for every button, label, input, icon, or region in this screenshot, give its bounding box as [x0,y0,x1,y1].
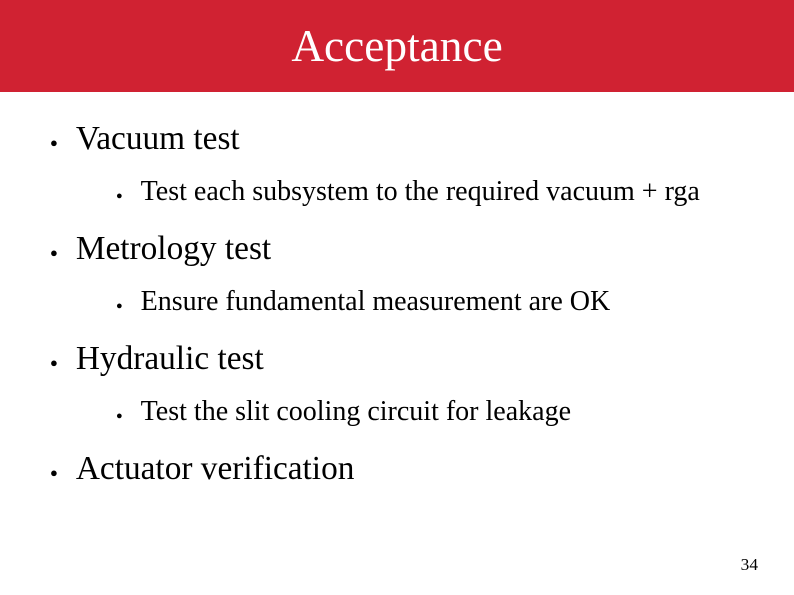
bullet-icon: ● [50,246,58,259]
bullet-icon: ● [50,136,58,149]
sub-bullet-list: ● Test the slit cooling circuit for leak… [116,396,744,428]
list-item: ● Actuator verification [50,450,744,488]
bullet-list: ● Vacuum test ● Test each subsystem to t… [50,120,744,488]
sub-bullet-list: ● Test each subsystem to the required va… [116,176,744,208]
list-item: ● Hydraulic test ● Test the slit cooling… [50,340,744,428]
list-item-text: Test each subsystem to the required vacu… [141,176,700,208]
list-item-text: Hydraulic test [76,340,264,378]
list-item-text: Vacuum test [76,120,240,158]
slide-title: Acceptance [291,20,502,72]
bullet-icon: ● [116,301,123,312]
title-bar: Acceptance [0,0,794,92]
list-item-text: Metrology test [76,230,271,268]
list-item: ● Metrology test ● Ensure fundamental me… [50,230,744,318]
list-item-text: Test the slit cooling circuit for leakag… [141,396,571,428]
bullet-icon: ● [116,191,123,202]
list-item-text: Ensure fundamental measurement are OK [141,286,611,318]
bullet-icon: ● [116,411,123,422]
page-number: 34 [741,555,758,575]
slide: { "colors": { "title_bar_bg": "#d02232",… [0,0,794,595]
bullet-icon: ● [50,466,58,479]
list-item: ● Ensure fundamental measurement are OK [116,286,744,318]
list-item: ● Test the slit cooling circuit for leak… [116,396,744,428]
sub-bullet-list: ● Ensure fundamental measurement are OK [116,286,744,318]
list-item: ● Vacuum test ● Test each subsystem to t… [50,120,744,208]
bullet-icon: ● [50,356,58,369]
list-item: ● Test each subsystem to the required va… [116,176,744,208]
list-item-text: Actuator verification [76,450,355,488]
slide-body: ● Vacuum test ● Test each subsystem to t… [0,92,794,488]
